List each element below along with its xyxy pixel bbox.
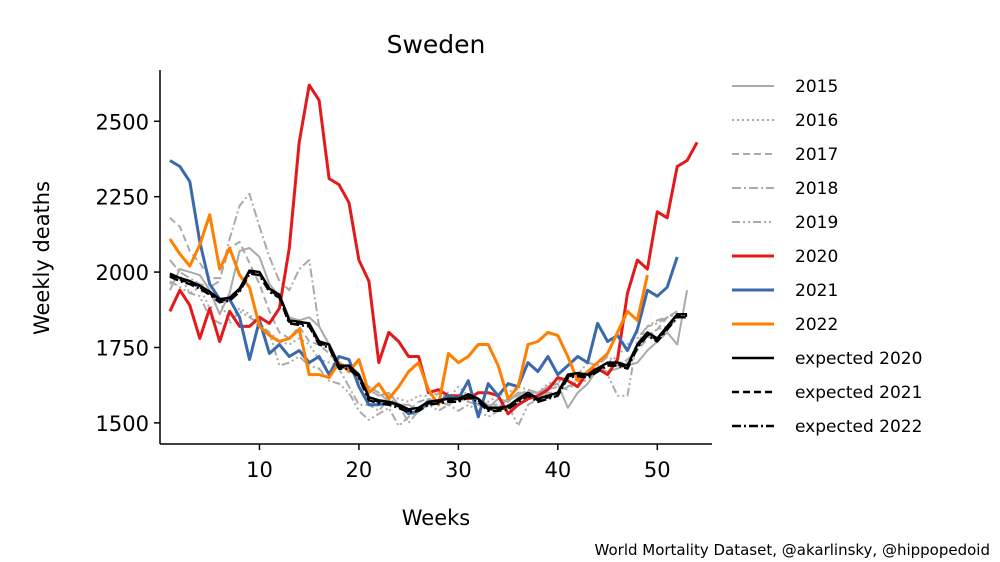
legend-label: 2020 [795,247,838,267]
legend-label: expected 2022 [795,417,922,437]
y-tick-label: 2250 [96,186,149,210]
x-tick-label: 10 [246,458,273,482]
series-line-2022 [168,213,649,407]
legend: 2015 2016 2017 2018 2019 2020 2021 2022 expected… [732,77,922,437]
x-tick-label: 50 [644,458,671,482]
series-line-2021 [169,159,679,419]
legend-label: 2016 [795,111,838,131]
y-tick-label: 2000 [96,261,149,285]
legend-label: 2018 [795,179,838,199]
series-line-expected-2020 [169,269,688,411]
y-axis-title: Weekly deaths [30,181,54,335]
series-layer [168,83,699,427]
legend-label: 2022 [795,315,838,335]
x-tick-label: 40 [544,458,571,482]
y-tick-label: 1500 [96,412,149,436]
source-credit: World Mortality Dataset, @akarlinsky, @h… [595,541,990,559]
legend-label: expected 2020 [795,349,922,369]
series-line-2017 [169,217,678,412]
series-line-expected-2021 [169,270,688,413]
series-line-expected-2022 [169,272,688,414]
x-tick-label: 20 [346,458,373,482]
x-tick-label: 30 [445,458,472,482]
y-tick-label: 2500 [96,110,149,134]
axes-layer: 10 20 30 40 50 1500 1750 2000 2250 2500 [96,70,712,482]
x-axis-title: Weeks [402,506,470,530]
series-line-2018 [169,192,678,424]
y-tick-label: 1750 [96,336,149,360]
legend-label: expected 2021 [795,383,922,403]
legend-label: 2021 [795,281,838,301]
legend-label: 2019 [795,213,838,233]
legend-label: 2017 [795,145,838,165]
legend-label: 2015 [795,77,838,97]
chart-title: Sweden [387,30,486,59]
